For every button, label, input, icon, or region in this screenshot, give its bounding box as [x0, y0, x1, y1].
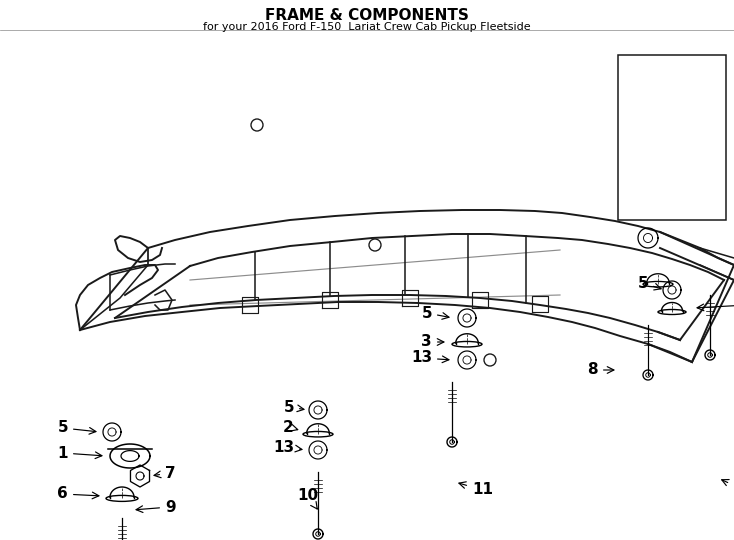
Text: 3: 3 — [421, 334, 444, 349]
Text: 6: 6 — [57, 487, 99, 502]
Text: 11: 11 — [459, 482, 493, 497]
Text: 2: 2 — [283, 420, 298, 435]
Text: 5: 5 — [421, 306, 449, 321]
Bar — [618, 55, 726, 220]
Text: 14: 14 — [0, 539, 1, 540]
Text: 10: 10 — [297, 489, 319, 509]
Text: 18: 18 — [0, 539, 1, 540]
Text: for your 2016 Ford F-150  Lariat Crew Cab Pickup Fleetside: for your 2016 Ford F-150 Lariat Crew Cab… — [203, 22, 531, 32]
Text: 7: 7 — [154, 465, 175, 481]
Text: 15: 15 — [0, 539, 1, 540]
Text: FRAME & COMPONENTS: FRAME & COMPONENTS — [265, 8, 469, 23]
Text: 9: 9 — [136, 500, 175, 515]
Text: 5: 5 — [57, 421, 96, 435]
Text: 5: 5 — [637, 275, 661, 291]
Text: 13: 13 — [273, 440, 302, 455]
Text: 4: 4 — [697, 298, 734, 313]
Text: 13: 13 — [411, 350, 449, 366]
Text: 12: 12 — [722, 480, 734, 497]
Text: 16: 16 — [0, 539, 1, 540]
Text: 5: 5 — [283, 400, 304, 415]
Text: 1: 1 — [57, 446, 102, 461]
Text: 8: 8 — [587, 362, 614, 377]
Text: 17: 17 — [0, 539, 1, 540]
